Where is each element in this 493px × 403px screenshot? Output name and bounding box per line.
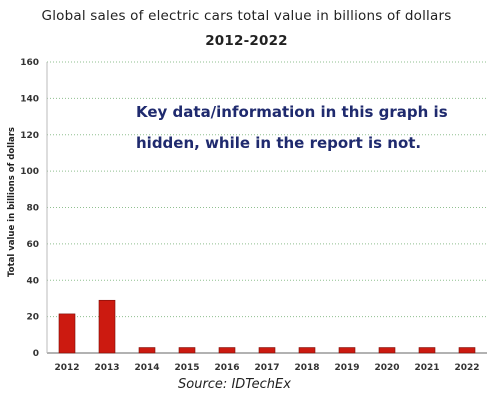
y-axis-label: Total value in billions of dollars [7, 127, 17, 277]
bar-2016 [218, 347, 236, 354]
x-tick-label: 2012 [54, 363, 79, 373]
bar-2018 [298, 347, 316, 354]
source-caption: Source: IDTechEx [178, 377, 291, 392]
chart-title: Global sales of electric cars total valu… [41, 8, 452, 24]
y-tick-label: 40 [26, 276, 39, 286]
hidden-data-note-line2: hidden, while in the report is not. [136, 134, 421, 152]
bar-2020 [378, 347, 396, 354]
x-tick-label: 2014 [134, 363, 159, 373]
y-tick-label: 0 [33, 349, 39, 359]
x-tick-label: 2019 [334, 363, 359, 373]
bar-2015 [178, 347, 196, 354]
x-tick-label: 2020 [374, 363, 399, 373]
bar-2014 [138, 347, 156, 354]
y-tick-label: 140 [20, 94, 39, 104]
bar-2017 [258, 347, 276, 354]
bar-2021 [418, 347, 436, 354]
x-tick-label: 2018 [294, 363, 319, 373]
bar-2019 [338, 347, 356, 354]
y-tick-label: 60 [26, 240, 39, 250]
bar-2022 [458, 347, 476, 354]
y-tick-label: 100 [20, 167, 39, 177]
x-tick-label: 2017 [254, 363, 279, 373]
hidden-data-note-line1: Key data/information in this graph is [136, 103, 448, 121]
y-tick-label: 120 [20, 131, 39, 141]
bar-2013 [98, 299, 116, 354]
x-tick-label: 2022 [454, 363, 479, 373]
bar-2012 [58, 313, 76, 354]
y-tick-label: 80 [26, 204, 39, 214]
y-tick-label: 20 [26, 313, 39, 323]
x-tick-label: 2021 [414, 363, 439, 373]
x-tick-label: 2015 [174, 363, 199, 373]
y-tick-label: 160 [20, 58, 39, 68]
x-tick-label: 2013 [94, 363, 119, 373]
chart-subtitle: 2012-2022 [205, 33, 288, 49]
x-tick-label: 2016 [214, 363, 239, 373]
